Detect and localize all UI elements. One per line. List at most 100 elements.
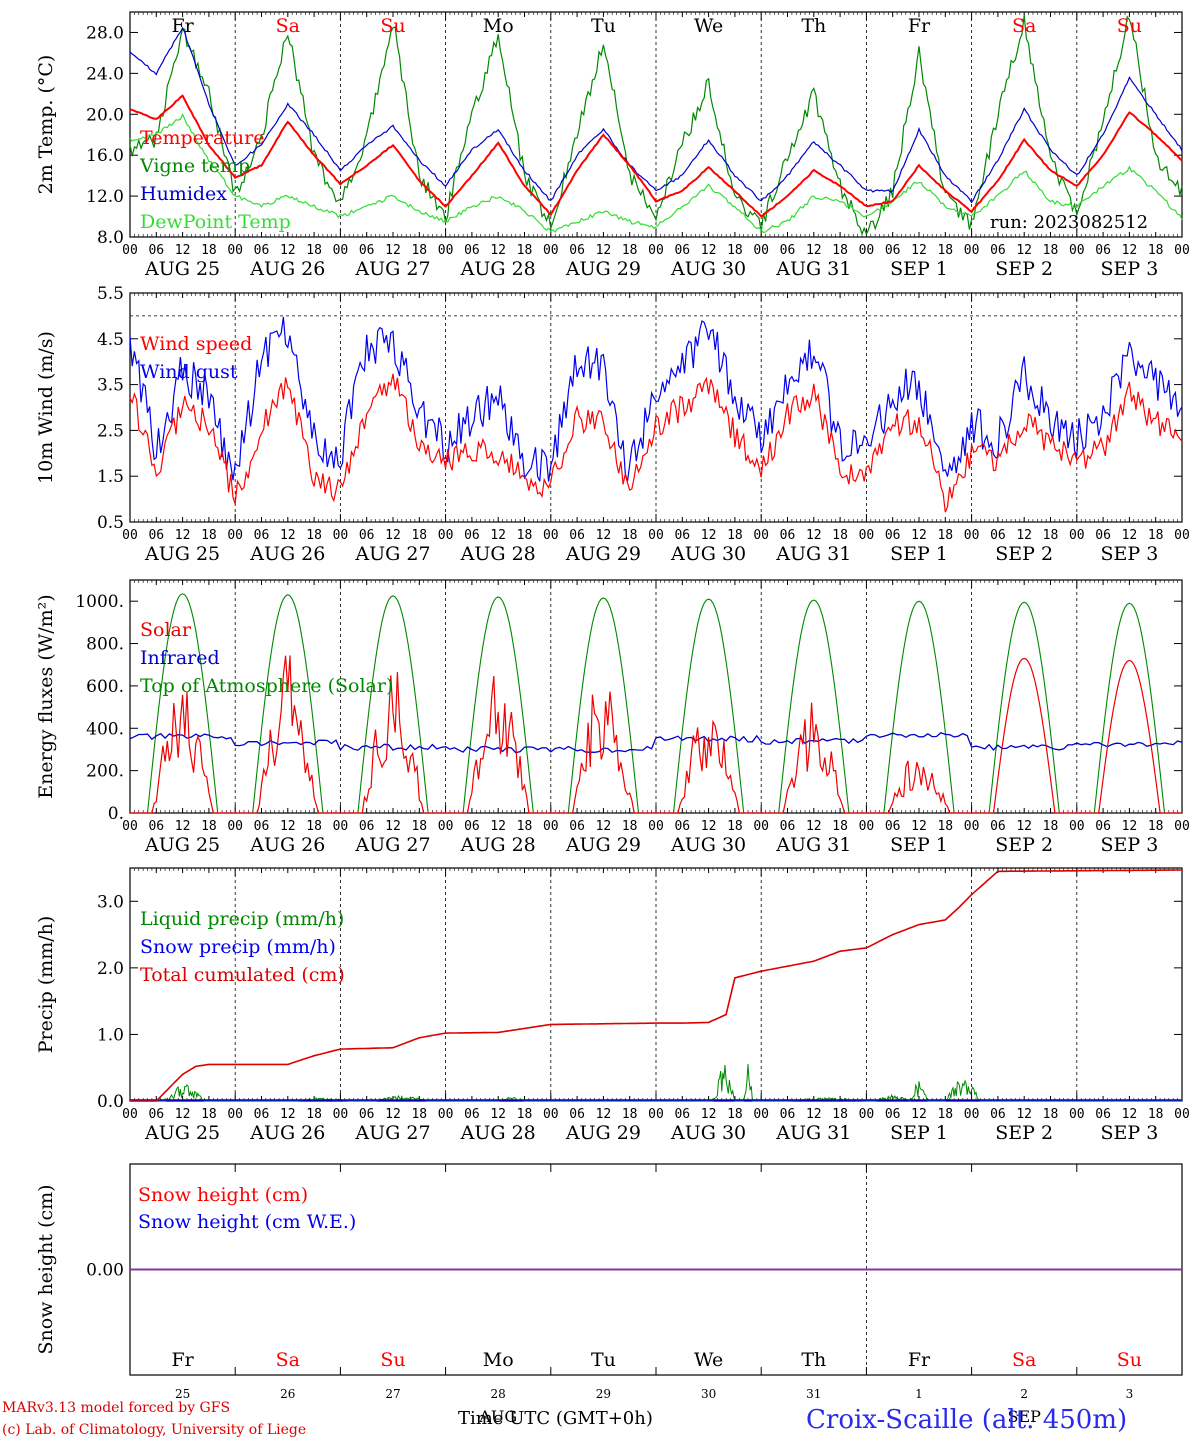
date-label: AUG 26 [249, 834, 325, 856]
hour-tick-label: 06 [990, 528, 1006, 543]
hour-tick-label: 18 [622, 1107, 638, 1122]
legend-entry: Vigne temp [139, 155, 250, 177]
y-tick-label: 24.0 [86, 64, 124, 84]
hour-tick-label: 00 [859, 528, 875, 543]
hour-tick-label: 12 [911, 243, 927, 258]
hour-tick-label: 06 [254, 819, 270, 834]
date-label: AUG 31 [775, 543, 851, 565]
hour-tick-label: 00 [227, 819, 243, 834]
hour-tick-label: 00 [964, 243, 980, 258]
hour-tick-label: 06 [148, 819, 164, 834]
day-label: We [694, 1349, 723, 1371]
day-number: 26 [280, 1387, 295, 1401]
month-label: SEP [1007, 1407, 1041, 1426]
hour-tick-label: 00 [122, 243, 138, 258]
hour-tick-label: 06 [464, 528, 480, 543]
hour-tick-label: 12 [806, 819, 822, 834]
hour-tick-label: 12 [1016, 528, 1032, 543]
hour-tick-label: 00 [648, 1107, 664, 1122]
hour-tick-label: 00 [859, 1107, 875, 1122]
hour-tick-label: 18 [306, 528, 322, 543]
series-line-3 [129, 113, 1183, 234]
day-number: 29 [596, 1387, 611, 1401]
hour-tick-label: 00 [227, 528, 243, 543]
hour-tick-label: 18 [937, 819, 953, 834]
day-label: Sa [1012, 1349, 1036, 1371]
date-label: AUG 29 [565, 543, 641, 565]
hour-tick-label: 12 [490, 1107, 506, 1122]
date-label: AUG 30 [670, 258, 746, 280]
hour-tick-label: 18 [727, 819, 743, 834]
hour-tick-label: 00 [1069, 243, 1085, 258]
legend-entry: Infrared [140, 647, 220, 669]
day-label: Su [380, 1349, 405, 1371]
date-label: SEP 1 [890, 543, 948, 565]
hour-tick-label: 00 [753, 528, 769, 543]
legend-entry: Liquid precip (mm/h) [140, 908, 344, 930]
hour-tick-label: 06 [254, 243, 270, 258]
day-number: 28 [491, 1387, 506, 1401]
hour-tick-label: 00 [438, 528, 454, 543]
date-label: AUG 27 [354, 1122, 430, 1144]
hour-tick-label: 18 [1043, 1107, 1059, 1122]
hour-tick-label: 06 [254, 1107, 270, 1122]
y-tick-label: 16.0 [86, 146, 124, 166]
hour-tick-label: 12 [490, 528, 506, 543]
hour-tick-label: 06 [885, 819, 901, 834]
hour-tick-label: 00 [1069, 1107, 1085, 1122]
hour-tick-label: 06 [464, 1107, 480, 1122]
y-tick-label: 8.0 [97, 228, 124, 248]
hour-tick-label: 18 [937, 1107, 953, 1122]
hour-tick-label: 12 [701, 528, 717, 543]
hour-tick-label: 00 [753, 243, 769, 258]
hour-tick-label: 12 [385, 1107, 401, 1122]
hour-tick-label: 18 [411, 1107, 427, 1122]
hour-tick-label: 00 [964, 528, 980, 543]
date-label: AUG 25 [144, 258, 220, 280]
date-label: AUG 31 [775, 258, 851, 280]
hour-tick-label: 12 [1016, 819, 1032, 834]
hour-tick-label: 18 [937, 243, 953, 258]
day-label: Fr [171, 15, 194, 37]
date-label: AUG 31 [775, 834, 851, 856]
day-label: Su [380, 15, 405, 37]
hour-tick-label: 06 [780, 819, 796, 834]
hour-tick-label: 18 [201, 1107, 217, 1122]
y-tick-label: 12.0 [86, 187, 124, 207]
hour-tick-label: 06 [885, 243, 901, 258]
date-label: AUG 27 [354, 543, 430, 565]
date-label: AUG 27 [354, 834, 430, 856]
hour-tick-label: 12 [806, 1107, 822, 1122]
hour-tick-label: 00 [1069, 819, 1085, 834]
y-tick-label: 2.5 [97, 421, 124, 441]
hour-tick-label: 00 [543, 819, 559, 834]
hour-tick-label: 12 [385, 243, 401, 258]
infrared-line [129, 732, 1183, 754]
hour-tick-label: 18 [411, 243, 427, 258]
legend-entry: Wind gust [140, 361, 238, 383]
hour-tick-label: 06 [885, 528, 901, 543]
date-label: SEP 3 [1100, 543, 1158, 565]
hour-tick-label: 12 [806, 528, 822, 543]
y-tick-label: 4.5 [97, 330, 124, 350]
hour-tick-label: 12 [175, 528, 191, 543]
day-label: Th [801, 15, 826, 37]
hour-tick-label: 18 [1148, 528, 1164, 543]
date-label: AUG 30 [670, 834, 746, 856]
date-label: SEP 3 [1100, 258, 1158, 280]
legend-entry: DewPoint Temp [140, 211, 291, 233]
hour-tick-label: 18 [517, 1107, 533, 1122]
hour-tick-label: 12 [911, 1107, 927, 1122]
hour-tick-label: 12 [1122, 1107, 1138, 1122]
hour-tick-label: 00 [964, 1107, 980, 1122]
hour-tick-label: 12 [175, 1107, 191, 1122]
date-label: SEP 2 [995, 258, 1053, 280]
hour-tick-label: 18 [832, 528, 848, 543]
date-label: AUG 31 [775, 1122, 851, 1144]
date-label: AUG 30 [670, 543, 746, 565]
series-line-2 [129, 26, 1183, 204]
date-label: AUG 29 [565, 258, 641, 280]
